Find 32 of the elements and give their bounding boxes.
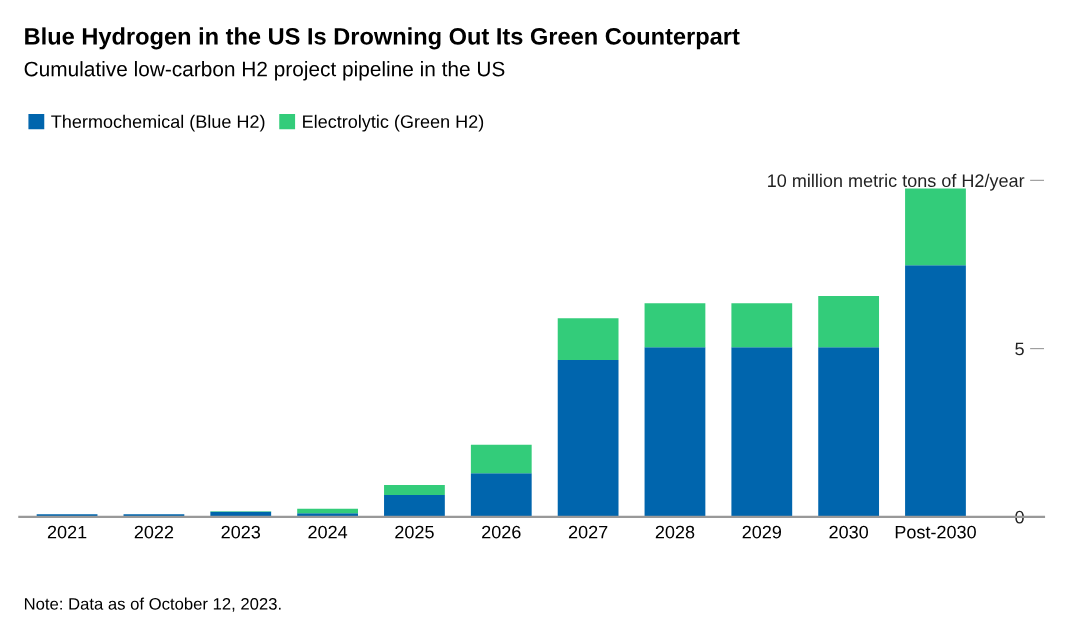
bar: [644, 347, 706, 517]
x-tick-label: 2029: [742, 525, 782, 539]
bar: [470, 473, 532, 517]
bar: [818, 347, 880, 517]
bar: [818, 296, 880, 348]
bar: [731, 347, 793, 517]
bar: [470, 444, 532, 474]
bar: [644, 303, 706, 348]
y-tick-label: 10 million metric tons of H2/year: [768, 173, 1025, 191]
bar: [384, 495, 445, 517]
x-tick-label: 2027: [568, 525, 608, 539]
x-tick-label: Post-2030: [895, 525, 976, 539]
bar: [905, 265, 966, 517]
bar: [384, 484, 445, 496]
x-tick-label: 2030: [829, 525, 869, 539]
bar: [557, 360, 619, 517]
y-tick-label: 5: [1015, 342, 1024, 356]
chart-subtitle: Cumulative low-carbon H2 project pipeline in the US: [24, 61, 505, 81]
x-tick-label: 2021: [47, 525, 87, 539]
bar: [557, 318, 619, 361]
chart-title: Blue Hydrogen in the US Is Drowning Out Its Green Counterpart: [25, 27, 740, 50]
x-tick-label: 2026: [482, 525, 521, 539]
x-tick-label: 2028: [655, 525, 695, 539]
x-tick-label: 2024: [308, 525, 348, 539]
x-tick-label: 2023: [221, 525, 261, 539]
bar: [731, 303, 793, 348]
x-tick-label: 2025: [395, 525, 434, 539]
x-tick-label: 2022: [134, 525, 174, 539]
bar: [297, 508, 358, 514]
text: Note: Data as of October 12, 2023.: [24, 597, 281, 612]
legend-label: Electrolytic (Green H2): [303, 114, 484, 132]
legend-label: Thermochemical (Blue H2): [51, 114, 265, 132]
